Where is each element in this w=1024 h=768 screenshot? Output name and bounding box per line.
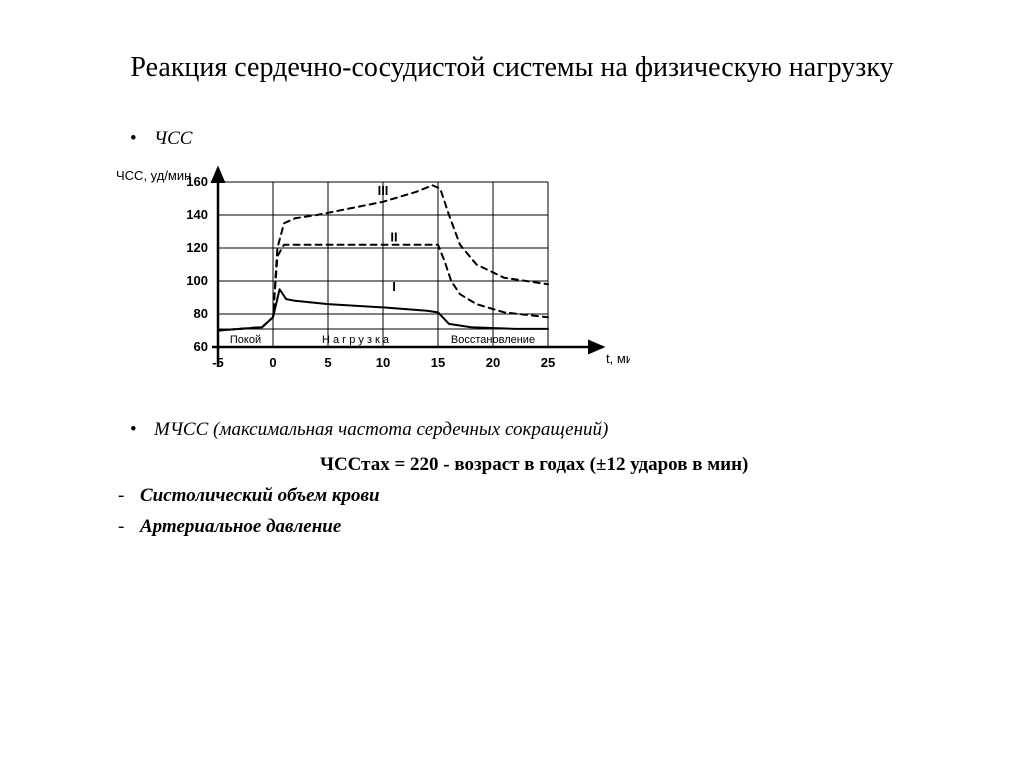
svg-text:III: III <box>378 183 389 198</box>
svg-text:120: 120 <box>186 240 208 255</box>
svg-text:II: II <box>390 229 397 244</box>
svg-text:I: I <box>392 278 396 293</box>
svg-text:t, мин: t, мин <box>606 351 630 366</box>
formula-line: ЧССтах = 220 - возраст в годах (±12 удар… <box>320 454 964 476</box>
svg-text:Н а г р у з к а: Н а г р у з к а <box>322 334 390 346</box>
svg-text:0: 0 <box>269 355 276 370</box>
dash-list: Систолический объем крови Артериальное д… <box>118 482 964 541</box>
page-title: Реакция сердечно-сосудистой системы на ф… <box>60 50 964 85</box>
dash-systolic: Систолический объем крови <box>118 482 964 511</box>
svg-text:5: 5 <box>324 355 331 370</box>
svg-text:Восстановление: Восстановление <box>451 334 535 346</box>
svg-text:100: 100 <box>186 273 208 288</box>
bullet-list-mid: МЧСС (максимальная частота сердечных сок… <box>130 416 964 445</box>
bullet-list-top: ЧСС <box>130 125 964 154</box>
dash-pressure: Артериальное давление <box>118 513 964 542</box>
hr-chart: Покой Н а г р у з к а Восстановление 60 80 10… <box>110 164 630 404</box>
svg-text:ЧСС, уд/мин: ЧСС, уд/мин <box>116 168 191 183</box>
svg-text:25: 25 <box>541 355 555 370</box>
slide: Реакция сердечно-сосудистой системы на ф… <box>0 0 1024 768</box>
svg-text:140: 140 <box>186 207 208 222</box>
bullet-chss: ЧСС <box>130 125 964 154</box>
svg-text:10: 10 <box>376 355 390 370</box>
bullet-mchss: МЧСС (максимальная частота сердечных сок… <box>130 416 964 445</box>
svg-text:15: 15 <box>431 355 445 370</box>
svg-text:80: 80 <box>194 306 208 321</box>
svg-text:20: 20 <box>486 355 500 370</box>
svg-text:60: 60 <box>194 339 208 354</box>
svg-text:Покой: Покой <box>230 334 261 346</box>
